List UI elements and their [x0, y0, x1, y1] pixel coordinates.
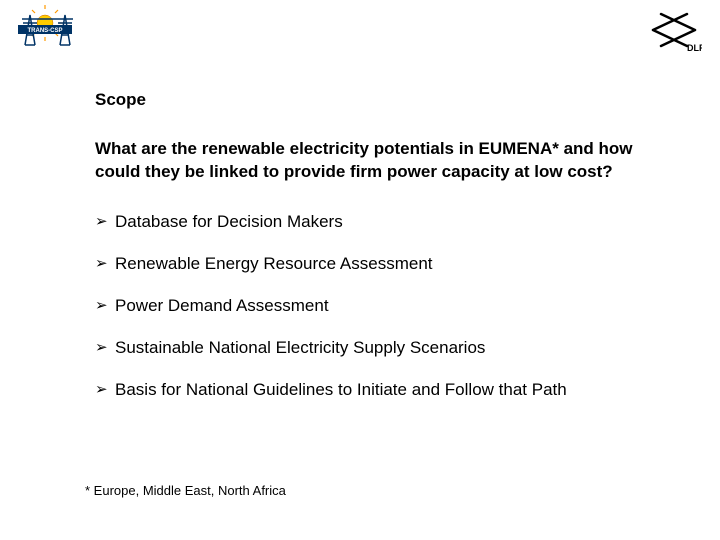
slide-question: What are the renewable electricity poten…: [95, 138, 655, 184]
list-item: Basis for National Guidelines to Initiat…: [95, 380, 655, 400]
slide-title: Scope: [95, 90, 655, 110]
dlr-bird-icon: [653, 14, 695, 46]
footnote: * Europe, Middle East, North Africa: [85, 483, 286, 498]
slide-header: TRANS-CSP DLR: [0, 0, 720, 60]
list-item: Sustainable National Electricity Supply …: [95, 338, 655, 358]
dlr-logo: DLR: [647, 8, 702, 53]
list-item: Power Demand Assessment: [95, 296, 655, 316]
list-item: Database for Decision Makers: [95, 212, 655, 232]
trans-csp-logo: TRANS-CSP: [10, 5, 100, 50]
dlr-label: DLR: [687, 43, 702, 53]
logo-text: TRANS-CSP: [27, 28, 62, 34]
slide-content: Scope What are the renewable electricity…: [95, 90, 655, 422]
bullet-list: Database for Decision Makers Renewable E…: [95, 212, 655, 400]
list-item: Renewable Energy Resource Assessment: [95, 254, 655, 274]
